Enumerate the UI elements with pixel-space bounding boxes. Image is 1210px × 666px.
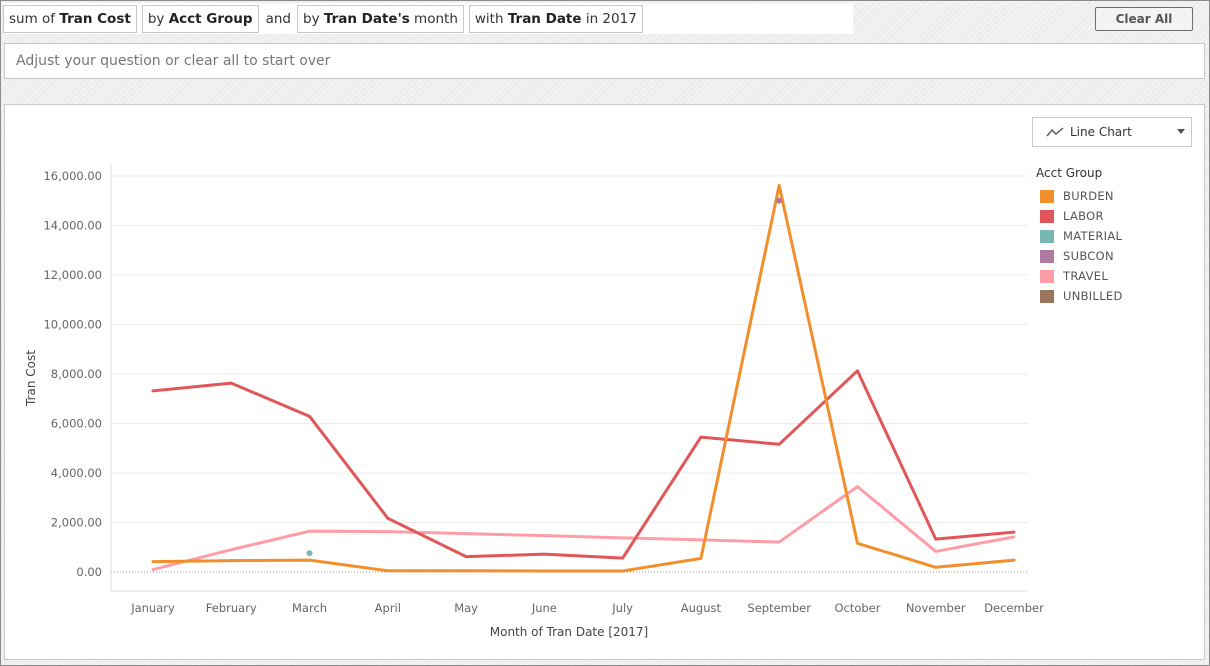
y-tick-label: 14,000.00 (43, 219, 102, 233)
legend-swatch (1040, 289, 1054, 303)
chart-type-label: Line Chart (1070, 125, 1132, 139)
question-input[interactable] (4, 43, 1205, 79)
x-tick-label: April (375, 601, 401, 615)
x-tick-label: March (292, 601, 327, 615)
series-line-labor (151, 369, 1016, 560)
legend-label: TRAVEL (1063, 269, 1109, 283)
legend-item-subcon[interactable]: SUBCON (1036, 246, 1123, 266)
chevron-down-icon (1177, 129, 1185, 134)
query-pill-measure[interactable]: sum of Tran Cost (3, 4, 137, 33)
y-axis-title: Tran Cost (24, 350, 38, 407)
legend-item-burden[interactable]: BURDEN (1036, 186, 1123, 206)
query-connector: and (265, 10, 291, 27)
x-tick-label: July (611, 601, 633, 615)
legend-title: Acct Group (1036, 166, 1103, 180)
x-tick-label: June (531, 601, 557, 615)
legend: Acct Group BURDEN LABOR MATERIAL SUBCON TRAV… (1036, 166, 1123, 306)
y-tick-label: 0.00 (76, 565, 102, 579)
x-axis-title: Month of Tran Date [2017] (490, 625, 648, 639)
legend-item-labor[interactable]: LABOR (1036, 206, 1123, 226)
legend-label: SUBCON (1063, 249, 1114, 263)
query-pill-filter[interactable]: with Tran Date in 2017 (468, 4, 643, 33)
x-tick-label: February (206, 601, 257, 615)
chart-type-dropdown[interactable]: Line Chart (1032, 117, 1192, 147)
y-tick-label: 6,000.00 (51, 417, 102, 431)
x-tick-label: September (747, 601, 811, 615)
x-tick-label: December (984, 601, 1044, 615)
clear-all-button[interactable]: Clear All (1095, 7, 1193, 31)
legend-swatch (1040, 189, 1054, 203)
series-point-subcon (776, 197, 783, 204)
legend-label: LABOR (1063, 209, 1104, 223)
y-tick-label: 16,000.00 (43, 169, 102, 183)
x-tick-label: August (681, 601, 722, 615)
legend-item-travel[interactable]: TRAVEL (1036, 266, 1123, 286)
x-tick-label: May (454, 601, 478, 615)
query-pill-date[interactable]: by Tran Date's month (297, 4, 464, 33)
series-line-travel (151, 485, 1016, 572)
x-tick-label: November (906, 601, 966, 615)
legend-item-unbilled[interactable]: UNBILLED (1036, 286, 1123, 306)
legend-swatch (1040, 249, 1054, 263)
y-tick-label: 8,000.00 (51, 367, 102, 381)
y-tick-label: 4,000.00 (51, 466, 102, 480)
line-chart-icon (1046, 127, 1064, 137)
chart-panel (4, 104, 1205, 660)
y-tick-label: 10,000.00 (43, 318, 102, 332)
series-point-material (306, 550, 313, 557)
legend-label: BURDEN (1063, 189, 1114, 203)
query-pill-group[interactable]: by Acct Group (141, 4, 259, 33)
legend-label: UNBILLED (1063, 289, 1123, 303)
x-tick-label: January (130, 601, 175, 615)
series-line-burden (151, 183, 1016, 573)
legend-swatch (1040, 269, 1054, 283)
x-tick-label: October (834, 601, 880, 615)
legend-item-material[interactable]: MATERIAL (1036, 226, 1123, 246)
legend-swatch (1040, 209, 1054, 223)
y-tick-label: 12,000.00 (43, 268, 102, 282)
query-bar: sum of Tran Cost by Acct Group and by Tr… (3, 3, 853, 34)
y-tick-label: 2,000.00 (51, 516, 102, 530)
legend-label: MATERIAL (1063, 229, 1123, 243)
legend-swatch (1040, 229, 1054, 243)
